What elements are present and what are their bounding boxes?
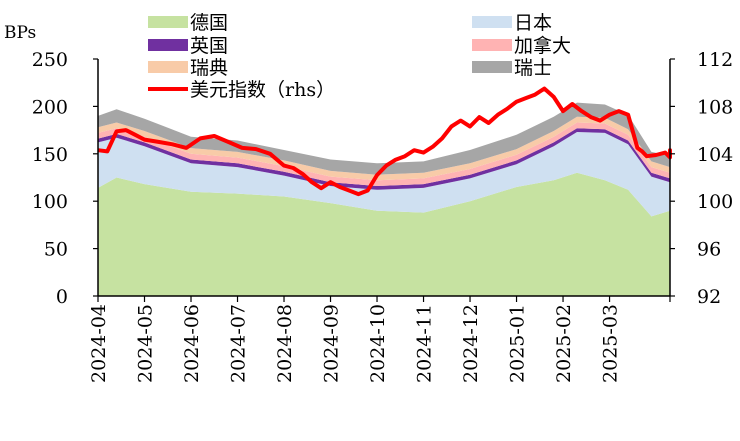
x-tick-label: 2025-03 (600, 304, 622, 383)
legend-label: 英国 (190, 35, 228, 57)
left-axis-ticks: 0 50 100 150 200 250 (32, 49, 98, 308)
usd-index-line-group (97, 86, 672, 197)
axes (97, 59, 671, 297)
legend-swatch (472, 16, 512, 28)
x-tick-label: 2024-04 (88, 304, 110, 383)
x-axis-ticks: 2024-04 2024-05 2024-06 2024-07 2024-08 2024-… (88, 296, 671, 383)
legend-swatch (472, 61, 512, 73)
x-tick-label: 2024-09 (321, 304, 343, 383)
area-series-6 (98, 102, 670, 175)
legend-label: 瑞士 (514, 57, 552, 79)
right-tick-label: 112 (697, 49, 733, 71)
x-tick-label: 2024-10 (367, 304, 389, 383)
right-tick-label: 108 (697, 96, 733, 118)
stacked-areas (98, 102, 670, 296)
x-tick-label: 2024-07 (228, 304, 250, 383)
legend-swatch (148, 39, 188, 51)
legend-label: 美元指数（rhs） (190, 79, 335, 101)
x-tick-label: 2024-08 (274, 304, 296, 383)
x-tick-label: 2025-02 (553, 304, 575, 383)
legend-swatch (148, 61, 188, 73)
right-tick-label: 92 (697, 286, 721, 308)
x-tick-label: 2024-06 (181, 304, 203, 383)
right-tick-label: 100 (697, 191, 733, 213)
x-tick-label: 2024-05 (135, 304, 157, 383)
right-tick-label: 104 (697, 144, 733, 166)
legend-swatch (148, 16, 188, 28)
left-tick-label: 250 (32, 49, 68, 71)
legend-label: 德国 (190, 12, 228, 34)
area-series-2 (98, 132, 670, 217)
left-tick-label: 50 (44, 239, 68, 261)
legend-label: 日本 (514, 12, 552, 34)
right-axis-ticks: 92 96 100 104 108 112 (670, 49, 733, 308)
x-tick-label: 2024-12 (460, 304, 482, 383)
y-axis-unit-label: BPs (4, 23, 36, 43)
legend-label: 瑞典 (190, 57, 228, 79)
x-tick-label: 2025-01 (507, 304, 529, 383)
left-tick-label: 0 (56, 286, 68, 308)
left-tick-label: 200 (32, 96, 68, 118)
legend-swatch (472, 39, 512, 51)
area-series-1 (98, 172, 670, 296)
area-series-5 (98, 116, 670, 181)
right-tick-label: 96 (697, 239, 721, 261)
left-tick-label: 150 (32, 144, 68, 166)
legend-label: 加拿大 (514, 34, 571, 57)
usd-index-line (97, 86, 672, 197)
x-tick-label: 2024-11 (414, 304, 436, 383)
area-series-4 (98, 122, 670, 186)
area-series-3 (98, 128, 670, 190)
left-tick-label: 100 (32, 191, 68, 213)
